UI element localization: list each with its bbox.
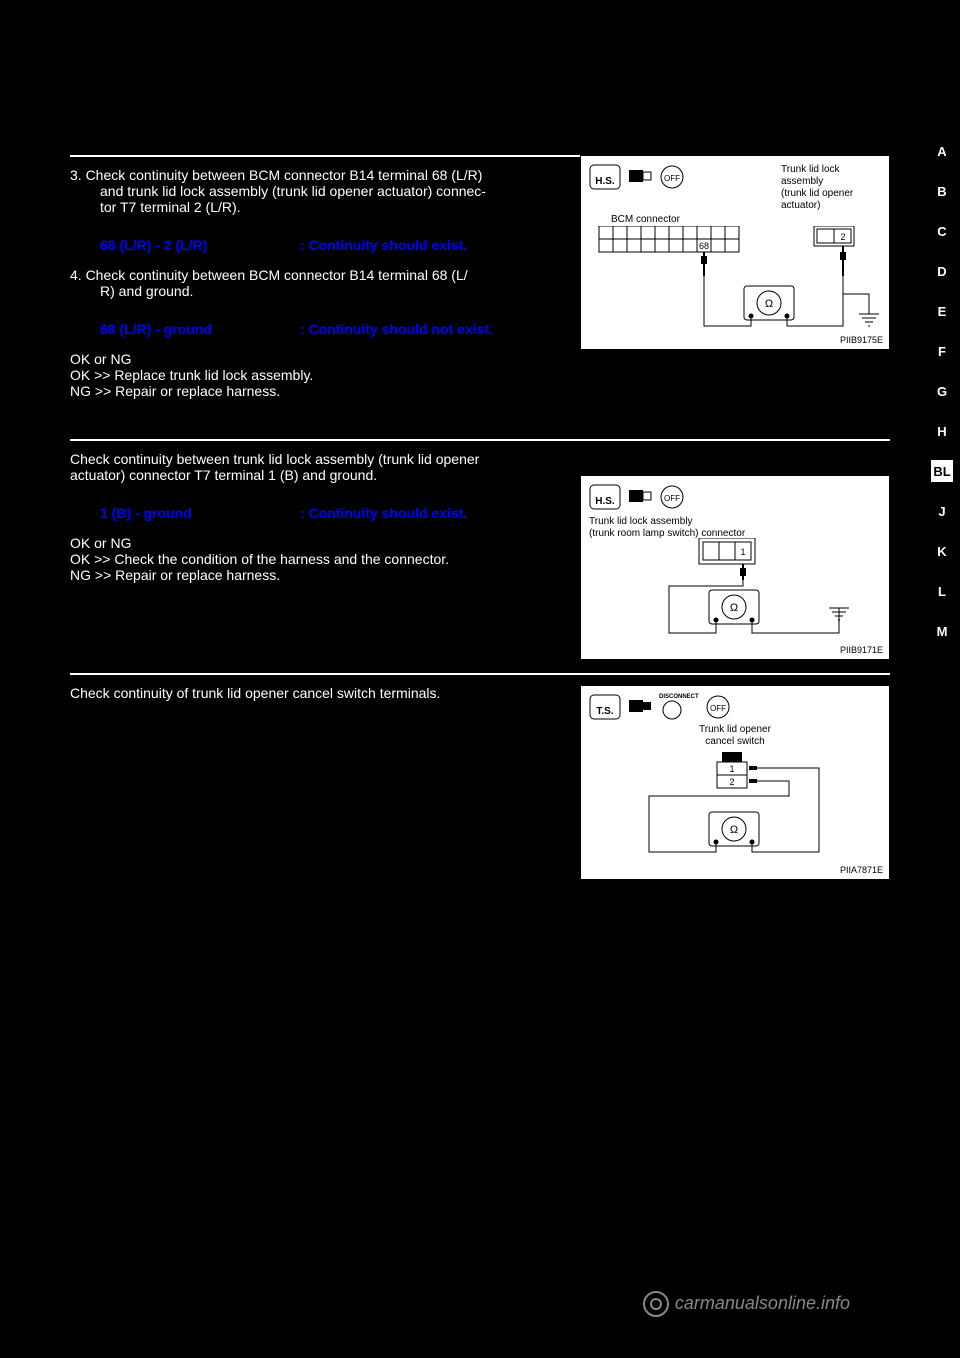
sidebar-item[interactable]: E (931, 300, 953, 322)
watermark: carmanualsonline.info (642, 1290, 850, 1318)
fig3-pin-1: 1 (729, 764, 734, 774)
off-icon: OFF (705, 694, 731, 720)
sidebar-item[interactable]: J (931, 500, 953, 522)
svg-text:Ω: Ω (765, 298, 773, 310)
sidebar-item[interactable]: G (931, 380, 953, 402)
line: and trunk lid lock assembly (trunk lid o… (100, 183, 550, 199)
measure-result: : Continuity should exist. (300, 237, 550, 253)
ok-action: OK >> Replace trunk lid lock assembly. (70, 367, 890, 383)
fig1-code: PIIB9175E (840, 335, 883, 345)
sidebar-item[interactable]: M (931, 620, 953, 642)
disconnect-icon (659, 700, 685, 720)
svg-text:H.S.: H.S. (595, 496, 615, 507)
fig2-diagram: 1 Ω (589, 538, 879, 648)
fig1-pin-68: 68 (699, 241, 709, 251)
sidebar-item[interactable]: A (931, 140, 953, 162)
harness-side-icon: H.S. (589, 164, 621, 190)
svg-text:OFF: OFF (664, 494, 680, 503)
line: R) and ground. (100, 283, 550, 299)
divider (70, 673, 890, 675)
sidebar-item[interactable]: F (931, 340, 953, 362)
section-sidebar: A B C D E F G H BL J K L M (924, 140, 960, 642)
line: tor T7 terminal 2 (L/R). (100, 199, 550, 215)
figure-2: H.S. OFF Trunk lid lock assembly (trunk … (580, 475, 890, 660)
fig3-diagram: 1 2 Ω (589, 752, 879, 867)
line: actuator) connector T7 terminal 1 (B) an… (70, 467, 550, 483)
measure-pins: 1 (B) - ground (100, 505, 300, 521)
watermark-icon (642, 1290, 670, 1318)
svg-text:T.S.: T.S. (596, 706, 613, 717)
measure-result: : Continuity should exist. (300, 505, 550, 521)
connector-icon (627, 164, 653, 190)
line: 4. Check continuity between BCM connecto… (70, 267, 550, 283)
sidebar-item[interactable]: C (931, 220, 953, 242)
fig2-title: Trunk lid lock assembly (trunk room lamp… (589, 516, 881, 540)
svg-text:OFF: OFF (664, 174, 680, 183)
terminal-side-icon: T.S. (589, 694, 621, 720)
sidebar-item[interactable]: L (931, 580, 953, 602)
sidebar-item[interactable]: B (931, 180, 953, 202)
sidebar-item[interactable]: K (931, 540, 953, 562)
svg-text:Ω: Ω (730, 824, 738, 836)
main-content: H.S. OFF Trunk lid lock assembly (trunk … (70, 155, 890, 709)
fig2-pin-1: 1 (740, 547, 745, 557)
sidebar-item[interactable]: D (931, 260, 953, 282)
fig1-right-label: Trunk lid lock assembly (trunk lid opene… (781, 164, 881, 212)
figure-1: H.S. OFF Trunk lid lock assembly (trunk … (580, 155, 890, 350)
svg-text:Ω: Ω (730, 602, 738, 614)
svg-text:OFF: OFF (710, 704, 726, 713)
measure-result: : Continuity should not exist. (300, 321, 550, 337)
ng-action: NG >> Repair or replace harness. (70, 383, 890, 399)
section3-text: Check continuity of trunk lid opener can… (70, 685, 550, 701)
figure-icons: H.S. OFF (589, 484, 881, 510)
fig2-code: PIIB9171E (840, 645, 883, 655)
sidebar-item-active[interactable]: BL (931, 460, 953, 482)
figure-3: T.S. DISCONNECT OFF Trunk lid opener can… (580, 685, 890, 880)
disconnect-label: DISCONNECT (659, 694, 699, 700)
fig3-pin-2: 2 (729, 777, 734, 787)
fig3-code: PIIA7871E (840, 865, 883, 875)
step-4-text: 4. Check continuity between BCM connecto… (70, 267, 550, 299)
sidebar-item[interactable]: H (931, 420, 953, 442)
fig1-pin-2: 2 (840, 232, 845, 242)
disconnect-group: DISCONNECT (659, 694, 699, 720)
divider (70, 439, 890, 441)
connector-icon (627, 484, 653, 510)
step-3-text: 3. Check continuity between BCM connecto… (70, 167, 550, 215)
watermark-text: carmanualsonline.info (675, 1293, 850, 1313)
fig3-title: Trunk lid opener cancel switch (589, 724, 881, 748)
line: 3. Check continuity between BCM connecto… (70, 167, 550, 183)
fig1-left-label: BCM connector (611, 214, 680, 225)
off-icon: OFF (659, 164, 685, 190)
measure-pins: 68 (L/R) - 2 (L/R) (100, 237, 300, 253)
line: Check continuity between trunk lid lock … (70, 451, 550, 467)
figure-icons: T.S. DISCONNECT OFF (589, 694, 881, 720)
harness-side-icon: H.S. (589, 484, 621, 510)
section2-text: Check continuity between trunk lid lock … (70, 451, 550, 483)
fig1-diagram: 68 2 Ω (589, 226, 879, 346)
svg-text:H.S.: H.S. (595, 176, 615, 187)
connector-black-icon (627, 694, 653, 720)
off-icon: OFF (659, 484, 685, 510)
line: Check continuity of trunk lid opener can… (70, 685, 550, 701)
measure-pins: 68 (L/R) - ground (100, 321, 300, 337)
result-prompt: OK or NG (70, 351, 890, 367)
